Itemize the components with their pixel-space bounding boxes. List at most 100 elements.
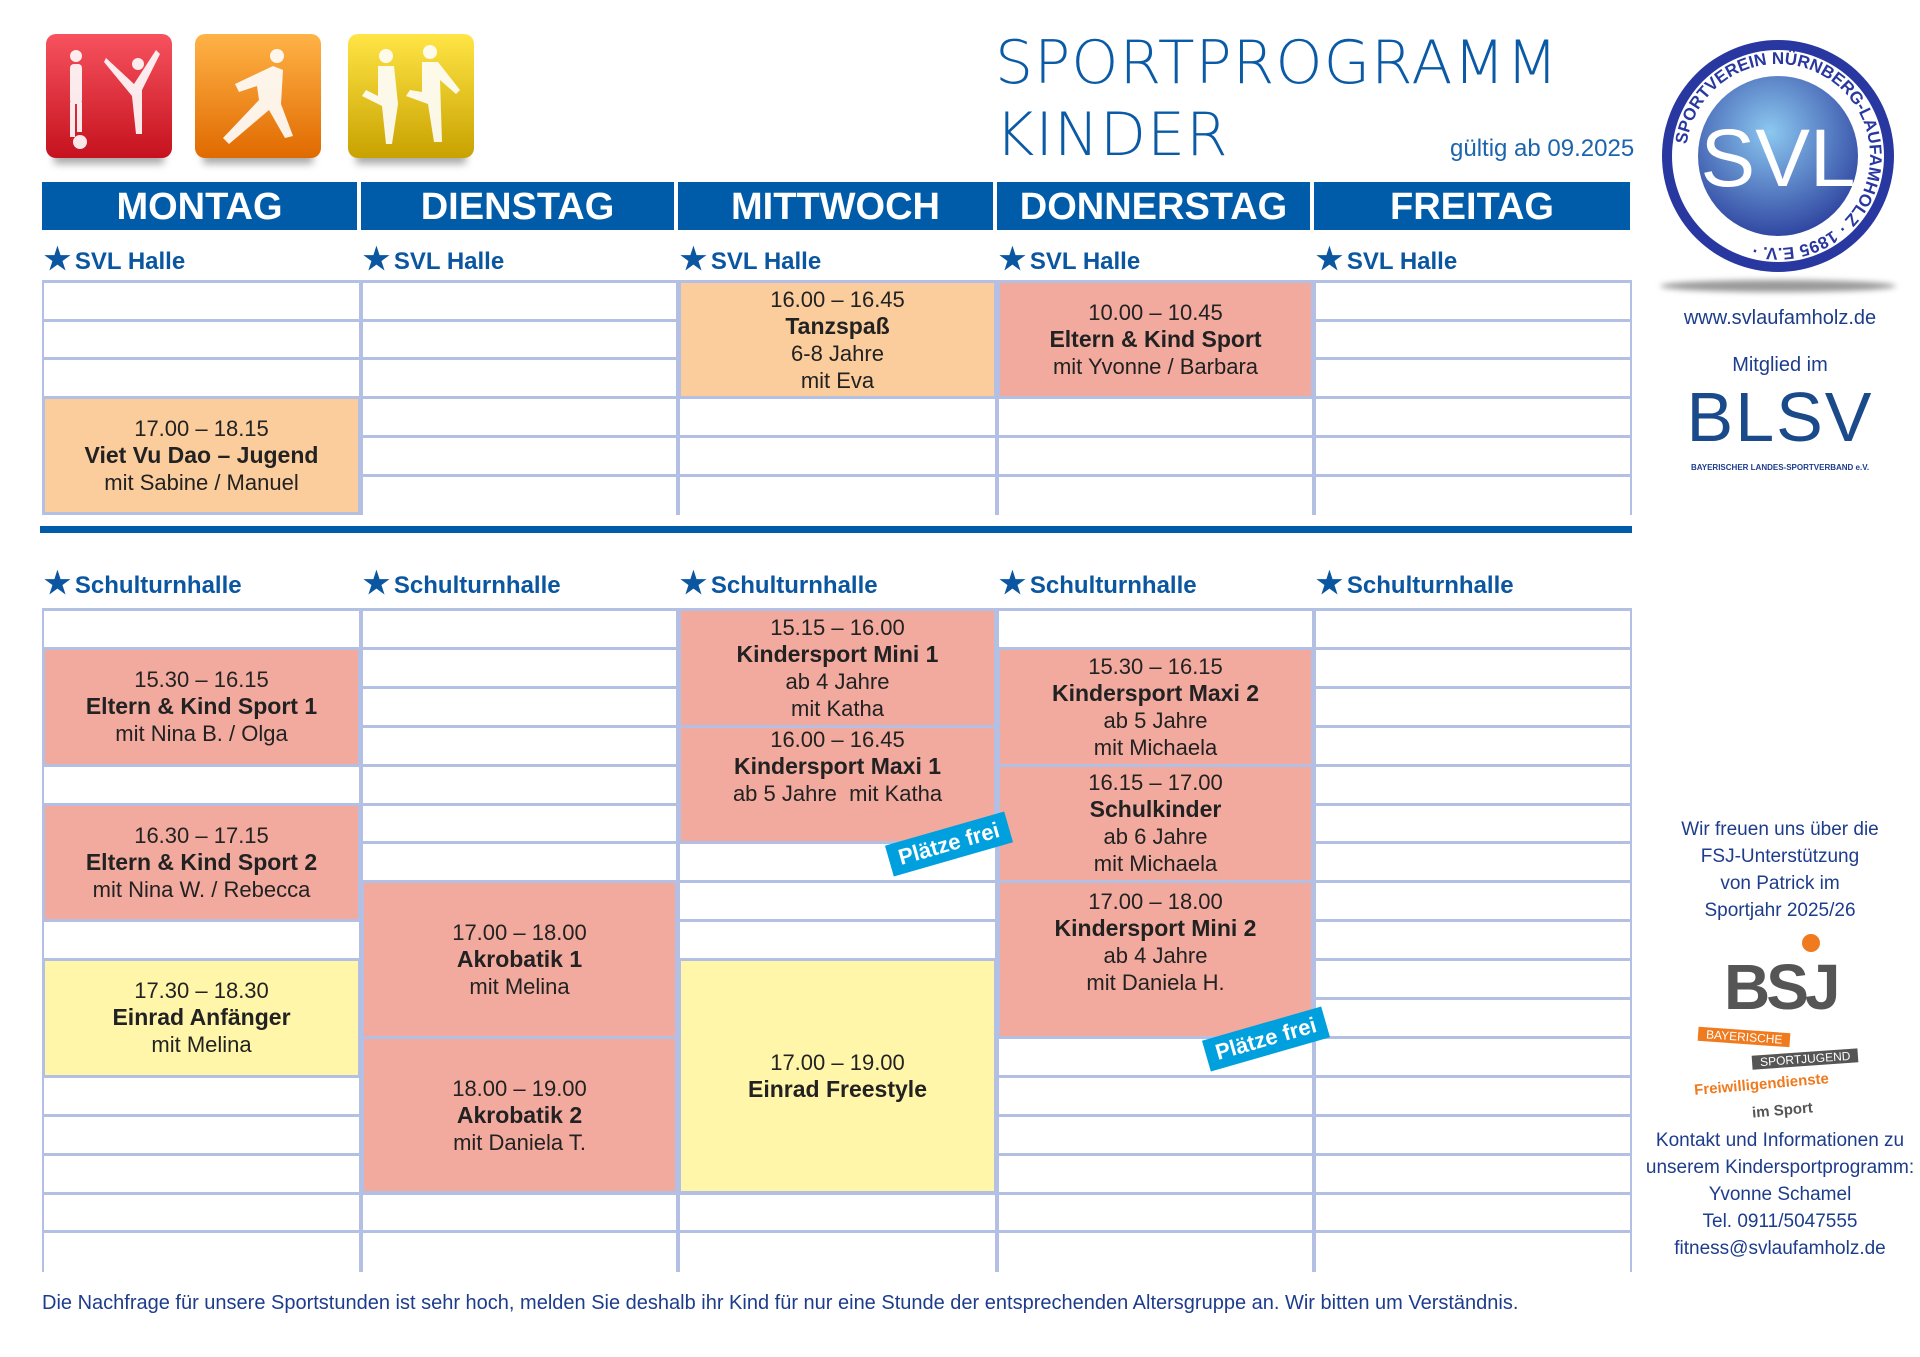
star-icon: ★ [363, 243, 390, 276]
title-line-1: SPORTPROGRAMM [995, 28, 1559, 98]
venue-name: SVL Halle [1346, 248, 1458, 275]
website-link[interactable]: www.svlaufamholz.de [1683, 307, 1877, 329]
venue-name: SVL Halle [393, 248, 505, 275]
bsj-logo: BSJ BAYERISCHE SPORTJUGEND Freiwilligend… [1690, 930, 1880, 1122]
course-detail: mit Daniela H. [1086, 969, 1225, 995]
course-name: Kindersport Maxi 1 [733, 753, 942, 780]
venue-name: SVL Halle [74, 248, 186, 275]
course-block[interactable]: 15.30 – 16.15 Eltern & Kind Sport 1 mit Ni… [42, 646, 361, 767]
empty-slot [1316, 396, 1630, 438]
empty-slot [1316, 357, 1630, 400]
empty-slot [1316, 1152, 1630, 1195]
empty-slot [999, 1230, 1312, 1273]
svl-club-logo: SPORTVEREIN NÜRNBERG-LAUFAMHOLZ · 1895 E… [1660, 38, 1896, 274]
empty-slot [1316, 1074, 1630, 1117]
star-icon: ★ [363, 567, 390, 600]
course-detail: mit Nina W. / Rebecca [92, 876, 311, 902]
course-name: Akrobatik 1 [456, 946, 583, 973]
course-block[interactable]: 17.00 – 18.00 Kindersport Mini 2 ab 4 Jahr… [997, 880, 1314, 1039]
course-block[interactable]: 16.00 – 16.45 Kindersport Maxi 1 ab 5 Jahr… [678, 724, 997, 845]
empty-slot [1316, 763, 1630, 806]
venue-label: ★ SVL Halle [1316, 242, 1457, 277]
star-icon: ★ [1316, 567, 1343, 600]
venue-label: ★ SVL Halle [363, 242, 504, 277]
course-block[interactable]: 17.00 – 18.00 Akrobatik 1 mit Melina [361, 880, 678, 1039]
fsj-support-text: Wir freuen uns über die FSJ-Unterstützung… [1681, 819, 1879, 921]
empty-slot [363, 802, 676, 845]
course-time: 15.30 – 16.15 [1088, 653, 1223, 679]
course-detail: ab 5 Jahre [1103, 707, 1208, 733]
member-label: Mitglied im [1732, 354, 1828, 376]
empty-slot [680, 396, 995, 438]
empty-slot [1316, 1113, 1630, 1156]
empty-slot [1316, 958, 1630, 1000]
contact-email-link[interactable]: fitness@svlaufamholz.de [1674, 1238, 1886, 1259]
empty-slot [680, 1230, 995, 1273]
course-detail: mit Melina [469, 974, 570, 1000]
empty-slot [363, 763, 676, 806]
course-detail: mit Yvonne / Barbara [1052, 354, 1259, 380]
cycling-kids-pictogram-icon [348, 34, 474, 158]
course-name: Kindersport Mini 1 [736, 640, 939, 667]
contact-info: Kontakt und Informationen zu unserem Kind… [1640, 1127, 1920, 1262]
course-block[interactable]: 17.00 – 19.00 Einrad Freestyle [678, 958, 997, 1195]
star-icon: ★ [1316, 243, 1343, 276]
svg-text:SVL: SVL [1701, 113, 1856, 204]
empty-slot [680, 473, 995, 516]
course-name: Kindersport Mini 2 [1054, 914, 1257, 941]
course-block[interactable]: 16.00 – 16.45 Tanzspaß 6-8 Jahre mit Eva [678, 280, 997, 400]
logo-shadow [1660, 280, 1896, 292]
empty-slot [999, 1074, 1312, 1117]
course-name: Eltern & Kind Sport 1 [85, 693, 318, 720]
course-block[interactable]: 15.15 – 16.00 Kindersport Mini 1 ab 4 Jahr… [678, 608, 997, 728]
course-block[interactable]: 15.30 – 16.15 Kindersport Maxi 2 ab 5 Jahr… [997, 646, 1314, 767]
course-name: Akrobatik 2 [456, 1101, 583, 1128]
empty-slot [1316, 1191, 1630, 1234]
empty-slot [1316, 608, 1630, 650]
course-block[interactable]: 16.15 – 17.00 Schulkinder ab 6 Jahre mit Mi… [997, 763, 1314, 884]
empty-slot [363, 1191, 676, 1234]
star-icon: ★ [680, 567, 707, 600]
footer-note: Die Nachfrage für unsere Sportstunden is… [42, 1292, 1519, 1314]
day-header-montag: MONTAG [42, 182, 357, 230]
course-time: 16.00 – 16.45 [770, 727, 905, 753]
empty-slot [363, 646, 676, 689]
empty-slot [1316, 473, 1630, 516]
empty-slot [44, 1074, 359, 1117]
course-time: 17.30 – 18.30 [134, 978, 269, 1004]
empty-slot [1316, 724, 1630, 767]
course-detail: mit Michaela [1093, 734, 1218, 760]
venue-label: ★ Schulturnhalle [680, 566, 878, 601]
course-detail: mit Katha [791, 695, 884, 721]
course-name: Viet Vu Dao – Jugend [84, 442, 319, 469]
course-block[interactable]: 17.30 – 18.30 Einrad Anfänger mit Melina [42, 958, 361, 1078]
course-name: Eltern & Kind Sport [1049, 326, 1262, 353]
course-block[interactable]: 18.00 – 19.00 Akrobatik 2 mit Daniela T. [361, 1035, 678, 1195]
empty-slot [680, 1191, 995, 1234]
day-column-freitag [1314, 280, 1632, 516]
empty-slot [363, 473, 676, 516]
empty-slot [363, 318, 676, 361]
star-icon: ★ [999, 567, 1026, 600]
course-detail: mit Nina B. / Olga [115, 721, 288, 747]
empty-slot [363, 724, 676, 767]
valid-from-label: gültig ab 09.2025 [1450, 135, 1635, 162]
course-time: 16.00 – 16.45 [770, 286, 905, 312]
empty-slot [44, 1152, 359, 1195]
empty-slot [1316, 802, 1630, 845]
empty-slot [680, 880, 995, 923]
course-time: 18.00 – 19.00 [452, 1075, 587, 1101]
section-divider [40, 526, 1632, 533]
day-header-freitag: FREITAG [1314, 182, 1630, 230]
martial-arts-pictogram-icon [195, 34, 321, 158]
course-block[interactable]: 10.00 – 10.45 Eltern & Kind Sport mit Yvon… [997, 280, 1314, 400]
empty-slot [44, 1191, 359, 1234]
venue-name: Schulturnhalle [710, 572, 878, 599]
course-detail: ab 4 Jahre [1103, 942, 1208, 968]
empty-slot [44, 763, 359, 806]
course-block[interactable]: 17.00 – 18.15 Viet Vu Dao – Jugend mit Sab… [42, 396, 361, 516]
course-time: 15.30 – 16.15 [134, 667, 269, 693]
course-block[interactable]: 16.30 – 17.15 Eltern & Kind Sport 2 mit Ni… [42, 802, 361, 923]
venue-name: SVL Halle [710, 248, 822, 275]
